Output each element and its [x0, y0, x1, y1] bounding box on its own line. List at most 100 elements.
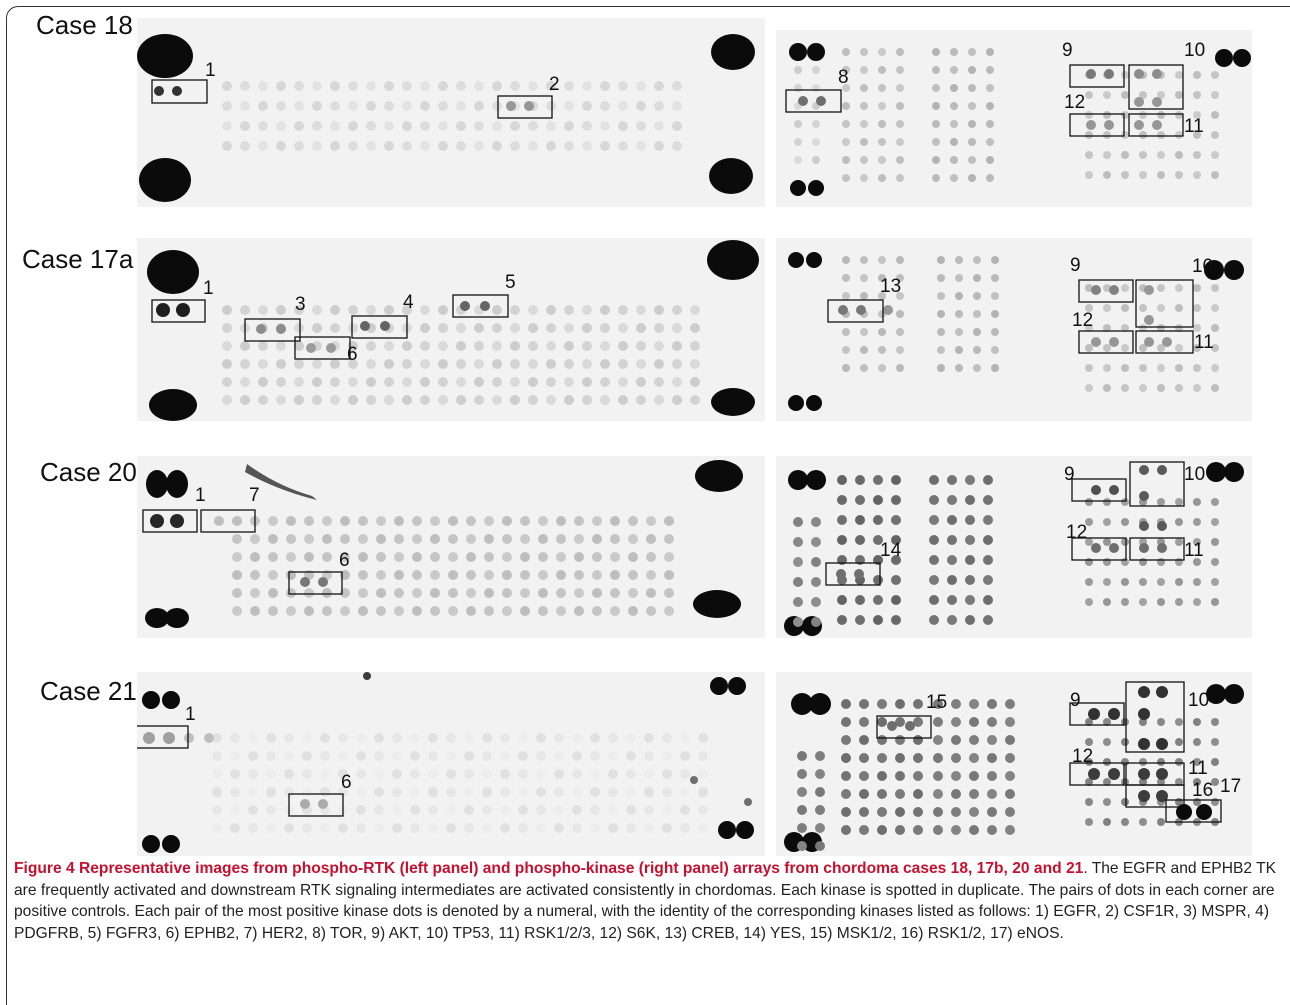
array-spot	[394, 516, 404, 526]
array-spot	[991, 256, 999, 264]
array-spot	[582, 359, 592, 369]
array-spot	[883, 305, 893, 315]
array-spot	[1211, 111, 1219, 119]
array-spot	[330, 121, 340, 131]
array-spot	[1156, 738, 1168, 750]
array-spot	[394, 570, 404, 580]
array-spot	[1103, 598, 1111, 606]
array-spot	[510, 377, 520, 387]
array-spot	[913, 825, 923, 835]
array-spot	[1193, 558, 1201, 566]
array-spot	[276, 359, 286, 369]
array-spot	[950, 138, 958, 146]
kinase-number-label: 16	[1192, 780, 1213, 801]
array-spot	[933, 825, 943, 835]
array-spot	[913, 735, 923, 745]
array-spot	[986, 174, 994, 182]
array-spot	[384, 121, 394, 131]
array-spot	[284, 769, 294, 779]
array-spot	[1157, 151, 1165, 159]
array-spot	[266, 751, 276, 761]
array-spot	[222, 81, 232, 91]
kinase-number-label: 11	[1188, 758, 1208, 779]
array-spot	[574, 534, 584, 544]
control-spot	[165, 608, 189, 628]
array-spot	[1175, 718, 1183, 726]
array-spot	[855, 495, 865, 505]
array-spot	[841, 825, 851, 835]
kinase-number-label: 4	[403, 292, 414, 313]
array-spot	[248, 787, 258, 797]
array-spot	[987, 771, 997, 781]
array-spot	[358, 606, 368, 616]
array-spot	[698, 733, 708, 743]
highlight-box	[1069, 64, 1125, 88]
highlight-box	[200, 509, 256, 533]
array-spot	[420, 81, 430, 91]
array-spot	[965, 535, 975, 545]
array-spot	[518, 787, 528, 797]
array-spot	[546, 305, 556, 315]
array-spot	[420, 359, 430, 369]
array-spot	[1211, 151, 1219, 159]
array-spot	[438, 305, 448, 315]
array-spot	[276, 324, 286, 334]
array-spot	[644, 733, 654, 743]
array-spot	[878, 102, 886, 110]
array-spot	[842, 174, 850, 182]
array-spot	[582, 81, 592, 91]
array-spot	[330, 81, 340, 91]
array-spot	[304, 516, 314, 526]
array-spot	[968, 174, 976, 182]
array-spot	[1138, 686, 1150, 698]
array-spot	[574, 516, 584, 526]
array-spot	[600, 305, 610, 315]
array-spot	[1175, 284, 1183, 292]
array-spot	[986, 102, 994, 110]
control-spot	[146, 470, 168, 498]
array-spot	[937, 346, 945, 354]
array-spot	[330, 395, 340, 405]
array-spot	[232, 606, 242, 616]
array-spot	[592, 606, 602, 616]
array-spot	[420, 395, 430, 405]
array-spot	[322, 516, 332, 526]
array-spot	[1121, 384, 1129, 392]
kinase-number-label: 9	[1062, 40, 1073, 61]
array-spot	[969, 789, 979, 799]
array-spot	[466, 534, 476, 544]
array-spot	[294, 141, 304, 151]
array-spot	[1103, 738, 1111, 746]
array-spot	[384, 359, 394, 369]
array-spot	[1211, 538, 1219, 546]
array-spot	[1085, 91, 1093, 99]
array-spot	[500, 787, 510, 797]
kinase-number-label: 10	[1188, 690, 1209, 711]
array-spot	[877, 825, 887, 835]
array-spot	[895, 699, 905, 709]
array-spot	[950, 102, 958, 110]
array-spot	[176, 303, 190, 317]
array-spot	[184, 733, 194, 743]
array-spot	[618, 341, 628, 351]
array-spot	[628, 552, 638, 562]
array-spot	[991, 292, 999, 300]
array-spot	[266, 823, 276, 833]
array-spot	[1193, 518, 1201, 526]
array-spot	[428, 733, 438, 743]
array-spot	[947, 575, 957, 585]
array-spot	[500, 769, 510, 779]
array-spot	[986, 156, 994, 164]
array-spot	[1157, 818, 1165, 826]
array-spot	[492, 341, 502, 351]
array-spot	[618, 101, 628, 111]
control-spot	[1215, 49, 1233, 67]
array-spot	[1121, 324, 1129, 332]
array-spot	[520, 516, 530, 526]
figure-caption: Figure 4 Representative images from phos…	[14, 858, 1276, 944]
array-spot	[932, 138, 940, 146]
array-spot	[250, 588, 260, 598]
array-spot	[232, 516, 242, 526]
array-spot	[384, 395, 394, 405]
array-spot	[654, 377, 664, 387]
